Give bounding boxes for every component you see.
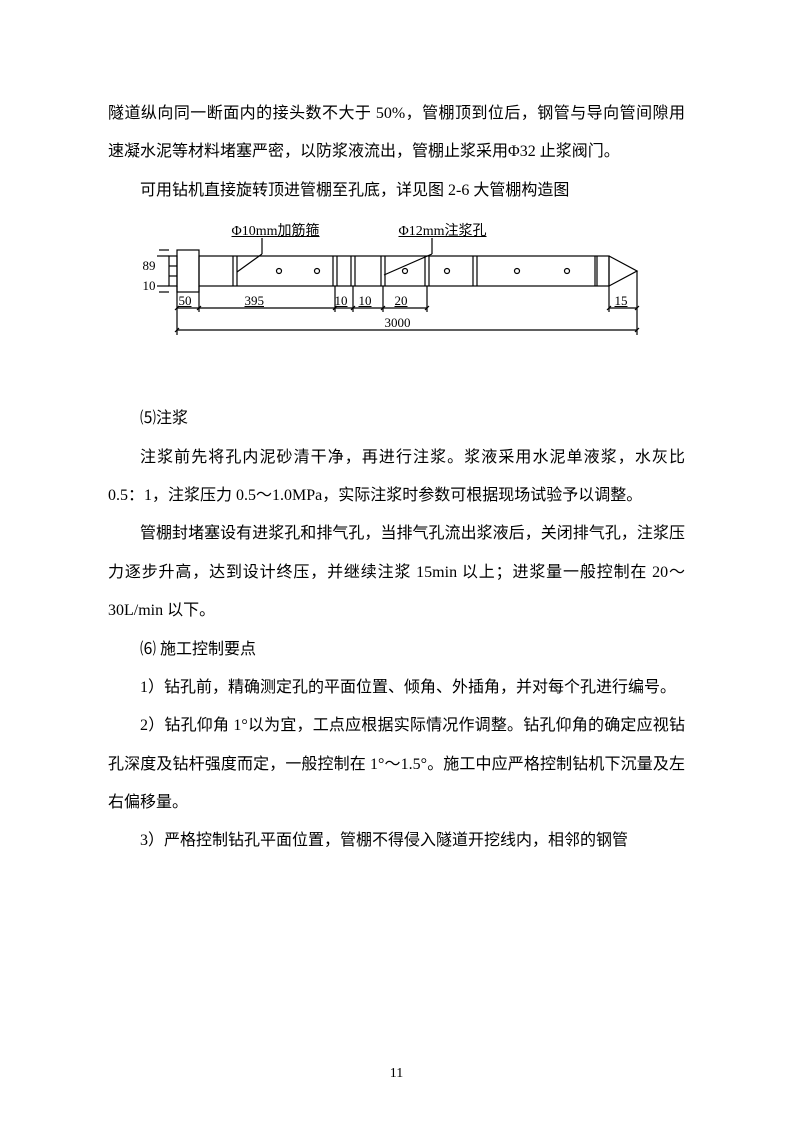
- dim-15: 15: [615, 293, 628, 309]
- dim-89: 89: [143, 258, 156, 274]
- dim-10v: 10: [143, 278, 156, 294]
- dim-395: 395: [245, 293, 265, 309]
- pipe-diagram: Φ10mm加筋箍 Φ12mm注浆孔: [137, 220, 657, 370]
- paragraph-6: ⑹ 施工控制要点: [108, 631, 685, 669]
- dim-50: 50: [179, 293, 192, 309]
- page-number: 11: [0, 1066, 793, 1082]
- dim-20: 20: [395, 293, 408, 309]
- paragraph-5: 管棚封堵塞设有进浆孔和排气孔，当排气孔流出浆液后，关闭排气孔，注浆压力逐步升高，…: [108, 515, 685, 630]
- dim-10a: 10: [335, 293, 348, 309]
- label-grouting-hole: Φ12mm注浆孔: [399, 220, 487, 240]
- paragraph-1: 隧道纵向同一断面内的接头数不大于 50%，管棚顶到位后，钢管与导向管间隙用速凝水…: [108, 95, 685, 172]
- dim-3000: 3000: [385, 315, 411, 331]
- paragraph-8: 2）钻孔仰角 1°以为宜，工点应根据实际情况作调整。钻孔仰角的确定应视钻孔深度及…: [108, 707, 685, 822]
- paragraph-7: 1）钻孔前，精确测定孔的平面位置、倾角、外插角，并对每个孔进行编号。: [108, 669, 685, 707]
- paragraph-3: ⑸注浆: [108, 400, 685, 438]
- paragraph-2: 可用钻机直接旋转顶进管棚至孔底，详见图 2-6 大管棚构造图: [108, 172, 685, 210]
- dim-10b: 10: [359, 293, 372, 309]
- paragraph-4: 注浆前先将孔内泥砂清干净，再进行注浆。浆液采用水泥单液浆，水灰比 0.5：1，注…: [108, 439, 685, 516]
- label-rebar-hoop: Φ10mm加筋箍: [232, 220, 320, 240]
- paragraph-9: 3）严格控制钻孔平面位置，管棚不得侵入隧道开挖线内，相邻的钢管: [108, 822, 685, 860]
